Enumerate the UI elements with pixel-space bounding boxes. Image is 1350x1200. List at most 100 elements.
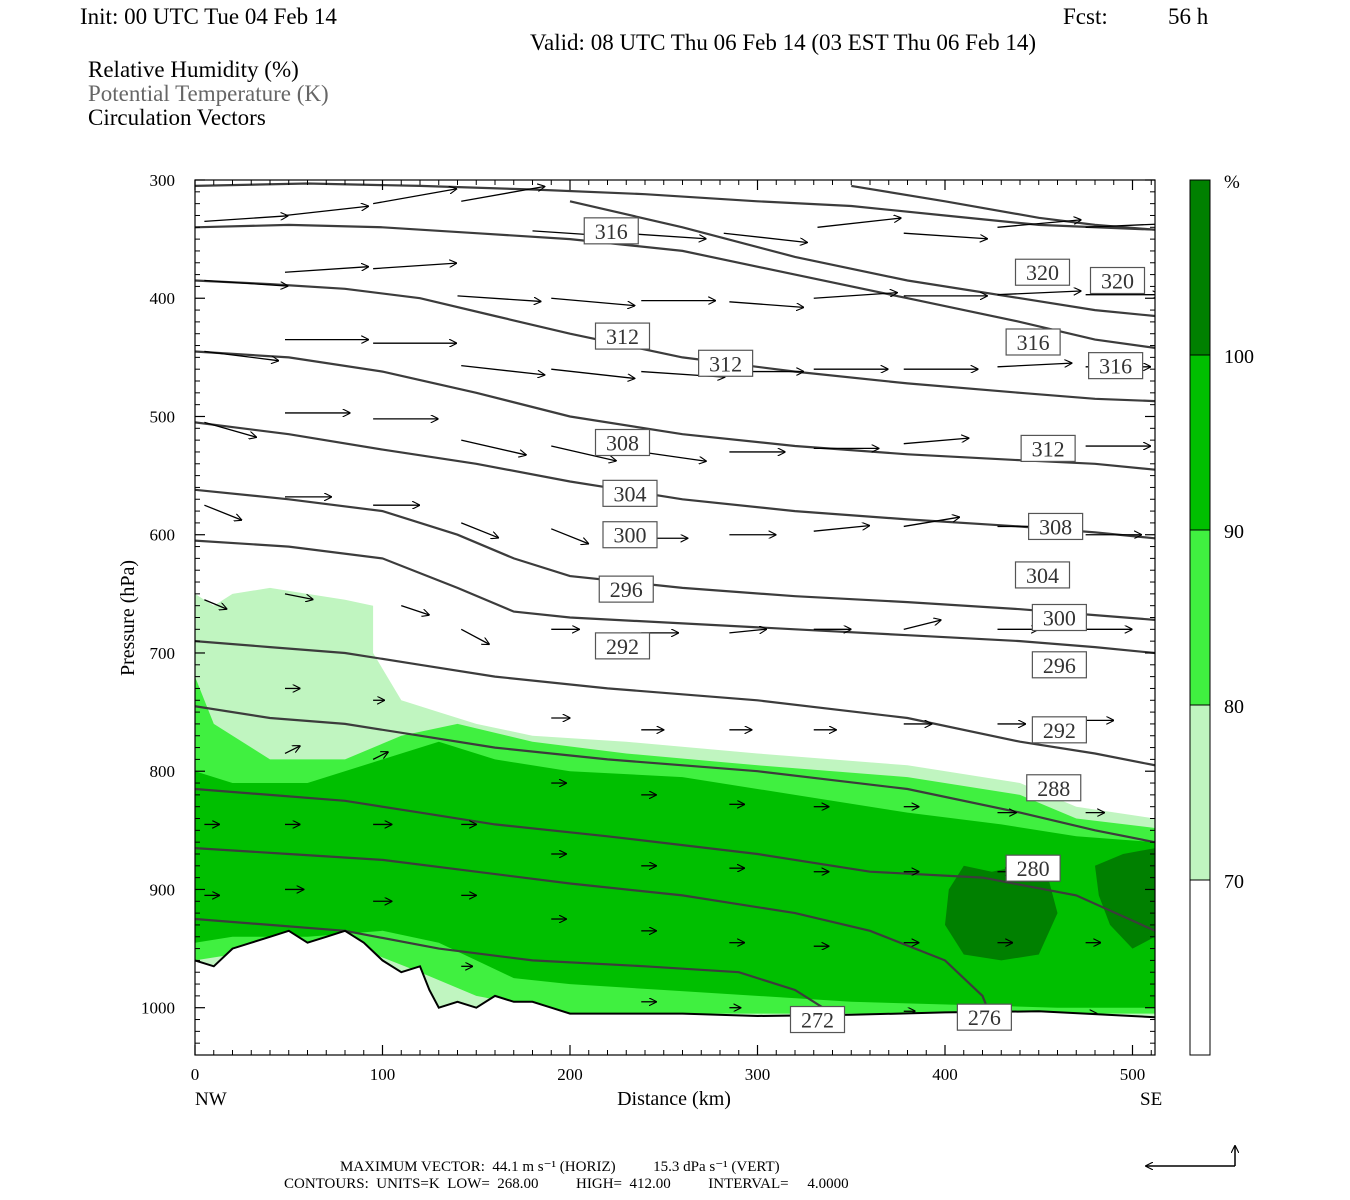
contour-label: 316 <box>595 219 628 244</box>
y-tick-label: 500 <box>150 407 176 426</box>
y-axis-label: Pressure (hPa) <box>117 560 139 676</box>
theta-contour-288 <box>195 640 1155 767</box>
contour-label-box <box>594 428 651 457</box>
y-tick-label: 400 <box>150 289 176 308</box>
circulation-vector <box>284 593 313 600</box>
colorbar: 70 80 90 100 <box>1189 179 1254 1056</box>
theta-contour-276 <box>195 847 993 1020</box>
contour-label-box <box>1014 258 1071 286</box>
terrain-line <box>195 929 1155 1019</box>
contour-label: 288 <box>1037 776 1070 801</box>
colorbar-swatch <box>1189 354 1211 531</box>
circulation-vector <box>372 752 388 760</box>
contour-label-box <box>1031 651 1087 679</box>
contour-label: 296 <box>1043 653 1076 678</box>
circulation-vector <box>903 620 941 630</box>
theta-contour-300 <box>195 421 1155 540</box>
forecast-hour: 56 h <box>1168 4 1209 29</box>
legend-vectors: Circulation Vectors <box>88 105 266 130</box>
y-tick-label: 700 <box>150 644 176 663</box>
reference-vector-icon <box>1146 1146 1235 1166</box>
contour-label-box <box>1031 603 1087 632</box>
contour-label-box <box>1005 328 1061 356</box>
circulation-vector <box>729 629 766 633</box>
init-time: Init: 00 UTC Tue 04 Feb 14 <box>80 4 337 29</box>
contour-label-box <box>1014 561 1071 589</box>
circulation-vector <box>284 267 368 273</box>
circulation-vector <box>373 189 456 205</box>
circulation-vector <box>373 263 456 270</box>
colorbar-label: 70 <box>1224 871 1244 893</box>
contour-label: 304 <box>1026 563 1059 588</box>
circulation-vector <box>551 368 634 378</box>
contour-label: 316 <box>1099 354 1132 379</box>
colorbar-unit: % <box>1224 172 1240 193</box>
y-tick-label: 800 <box>150 762 176 781</box>
y-tick-label: 300 <box>150 171 176 190</box>
contour-label-box <box>598 575 654 603</box>
contour-label: 312 <box>606 324 639 349</box>
contour-label-box <box>583 217 639 245</box>
circulation-vector <box>551 445 616 461</box>
circulation-vector <box>813 293 897 299</box>
circulation-vector <box>457 295 541 302</box>
x-tick-label: 400 <box>932 1065 958 1084</box>
circulation-vector <box>729 301 803 308</box>
theta-contour-320 <box>851 184 1155 231</box>
circulation-vector <box>284 746 300 755</box>
contour-label: 304 <box>614 481 647 506</box>
x-axis-right-label: SE <box>1140 1089 1162 1110</box>
circulation-vector <box>204 279 287 287</box>
contour-label-box <box>594 322 651 350</box>
colorbar-swatch <box>1189 879 1211 1056</box>
circulation-vector <box>284 206 368 217</box>
circulation-vector <box>723 232 807 242</box>
circulation-vector <box>204 599 226 609</box>
circulation-vector <box>997 220 1081 228</box>
theta-contour-280 <box>195 787 1155 932</box>
rh-region-100 <box>945 865 1058 961</box>
circulation-vector <box>204 216 287 223</box>
contour-label: 292 <box>606 634 639 659</box>
y-tick-label: 600 <box>150 526 176 545</box>
legend-theta: Potential Temperature (K) <box>88 81 329 106</box>
circulation-vector <box>903 438 969 445</box>
contour-label-box <box>1005 854 1061 882</box>
max-vector-note: MAXIMUM VECTOR: 44.1 m s⁻¹ (HORIZ) 15.3 … <box>340 1159 780 1175</box>
circulation-vector <box>1085 223 1155 228</box>
colorbar-swatch <box>1189 704 1211 881</box>
contour-label-box <box>1028 512 1084 541</box>
contour-label-box <box>1089 266 1146 295</box>
circulation-vector <box>551 297 634 305</box>
x-tick-label: 300 <box>745 1065 771 1084</box>
contour-label-box <box>789 1005 846 1034</box>
circulation-vector <box>551 528 588 544</box>
x-axis-label: Distance (km) <box>617 1088 731 1110</box>
contour-label-box <box>594 632 651 660</box>
circulation-vector <box>817 218 901 228</box>
contour-label: 308 <box>606 431 639 456</box>
theta-contour-312 <box>195 223 1155 349</box>
circulation-vector <box>204 350 278 360</box>
contour-label-box <box>956 1003 1012 1031</box>
x-tick-label: 500 <box>1120 1065 1146 1084</box>
contour-label: 316 <box>1017 330 1050 355</box>
colorbar-swatch <box>1189 179 1211 356</box>
colorbar-swatch <box>1189 529 1211 706</box>
contour-label: 296 <box>610 577 643 602</box>
contour-label-box <box>602 479 658 507</box>
circulation-vector <box>813 526 870 532</box>
colorbar-label: 90 <box>1224 521 1244 543</box>
contour-label-layer: 316 320 320 312 312 316 316 308 312 304 308 300 304 2… <box>583 217 1146 1034</box>
contour-label: 280 <box>1017 856 1050 881</box>
contour-label-box <box>1031 716 1087 744</box>
contour-label-box <box>1088 352 1144 380</box>
contour-label: 308 <box>1039 514 1072 539</box>
x-tick-label: 200 <box>557 1065 583 1084</box>
contour-label-box <box>698 349 754 377</box>
contour-label-box <box>1020 434 1076 463</box>
contour-label: 320 <box>1026 260 1059 285</box>
circulation-vector <box>903 517 960 528</box>
contour-label: 300 <box>1043 606 1076 631</box>
